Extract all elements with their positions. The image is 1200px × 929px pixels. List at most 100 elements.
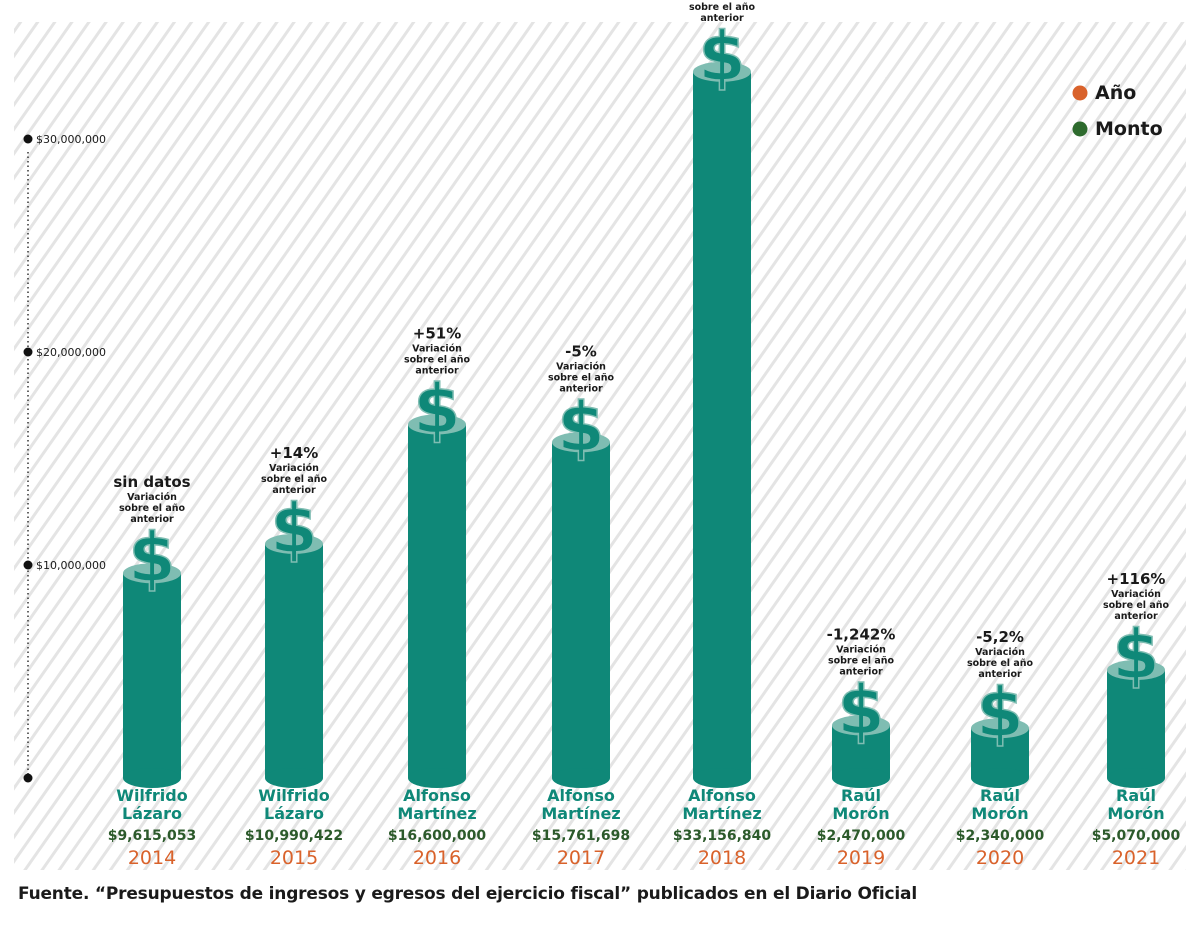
dollar-icon: $ — [270, 490, 317, 569]
year-label: 2016 — [413, 847, 461, 869]
official-name-line: Raúl — [1116, 786, 1156, 805]
variation-note-line: sobre el año — [119, 503, 186, 514]
variation-note-line: anterior — [839, 666, 883, 677]
amount-label: $16,600,000 — [388, 828, 487, 844]
legend-amount-swatch — [1072, 121, 1088, 137]
year-label: 2021 — [1112, 847, 1160, 869]
variation-note-line: sobre el año — [261, 474, 328, 485]
variation-note-line: sobre el año — [548, 372, 615, 383]
official-name-line: Alfonso — [688, 786, 756, 805]
variation-label: +14% — [270, 444, 318, 462]
official-name-line: Morón — [1107, 804, 1164, 823]
bar-top — [693, 61, 751, 82]
y-tick-label: $10,000,000 — [36, 559, 106, 572]
amount-label: $10,990,422 — [245, 828, 343, 844]
bar-base — [123, 768, 181, 788]
year-label: 2015 — [270, 847, 318, 869]
variation-label: -1,242% — [827, 625, 896, 643]
official-name-line: Lázaro — [264, 804, 324, 823]
official-name-line: Alfonso — [547, 786, 615, 805]
amount-label: $5,070,000 — [1092, 828, 1181, 844]
variation-note-line: Variación — [836, 644, 886, 655]
variation-note-line: Variación — [697, 0, 747, 2]
amount-label: $2,340,000 — [956, 828, 1045, 844]
amount-label: $15,761,698 — [532, 828, 630, 844]
bar — [1107, 670, 1165, 778]
official-name-line: Morón — [832, 804, 889, 823]
variation-note-line: Variación — [1111, 589, 1161, 600]
y-tick-dot — [23, 560, 33, 570]
y-axis-origin-dot — [23, 773, 33, 783]
variation-note-line: Variación — [269, 463, 319, 474]
year-label: 2019 — [837, 847, 885, 869]
bar-top — [971, 718, 1029, 739]
variation-note-line: sobre el año — [404, 354, 471, 365]
variation-note-line: anterior — [559, 383, 603, 394]
official-name-line: Raúl — [980, 786, 1020, 805]
legend-year-label: Año — [1095, 82, 1136, 104]
bar-base — [971, 768, 1029, 788]
dollar-icon: $ — [1112, 616, 1159, 695]
variation-note-line: anterior — [978, 669, 1022, 680]
official-name-line: Lázaro — [122, 804, 182, 823]
variation-note-line: anterior — [1114, 611, 1158, 622]
official-name-line: Martínez — [541, 804, 620, 823]
bar — [408, 424, 466, 778]
year-label: 2017 — [557, 847, 605, 869]
variation-label: -5% — [565, 342, 597, 360]
variation-note-line: anterior — [415, 365, 459, 376]
variation-note-line: anterior — [700, 13, 744, 24]
bar-base — [1107, 768, 1165, 788]
bar-top — [123, 563, 181, 584]
variation-note-line: sobre el año — [1103, 600, 1170, 611]
variation-note-line: Variación — [975, 647, 1025, 658]
variation-label: +116% — [1107, 570, 1166, 588]
official-name-line: Wilfrido — [258, 786, 329, 805]
official-name-line: Raúl — [841, 786, 881, 805]
bar-base — [693, 768, 751, 788]
year-label: 2014 — [128, 847, 176, 869]
y-tick-dot — [23, 347, 33, 357]
variation-note-line: Variación — [412, 343, 462, 354]
legend-amount-label: Monto — [1095, 118, 1163, 140]
y-tick-dot — [23, 134, 33, 144]
bar-top — [265, 533, 323, 554]
dollar-icon: $ — [976, 674, 1023, 753]
official-name-line: Alfonso — [403, 786, 471, 805]
variation-label: -5,2% — [976, 628, 1024, 646]
amount-label: $9,615,053 — [108, 828, 197, 844]
bar-top — [408, 414, 466, 435]
year-label: 2020 — [976, 847, 1024, 869]
y-axis: $10,000,000 $20,000,000 $30,000,000 — [23, 133, 106, 783]
bar-base — [265, 768, 323, 788]
legend: Año Monto — [1072, 82, 1163, 140]
bar-top — [832, 715, 890, 736]
bar — [552, 442, 610, 778]
official-name-line: Morón — [971, 804, 1028, 823]
variation-note-line: sobre el año — [967, 658, 1034, 669]
variation-label: +51% — [413, 324, 461, 342]
dollar-icon: $ — [557, 388, 604, 467]
variation-note-line: sobre el año — [689, 2, 756, 13]
variation-note-line: Variación — [556, 361, 606, 372]
source-note: Fuente. “Presupuestos de ingresos y egre… — [18, 884, 917, 904]
official-name-line: Wilfrido — [116, 786, 187, 805]
dollar-icon: $ — [698, 18, 745, 97]
bar — [693, 71, 751, 779]
dollar-icon: $ — [413, 370, 460, 449]
bar-base — [832, 768, 890, 788]
bar — [265, 543, 323, 778]
official-name-line: Martínez — [682, 804, 761, 823]
bar-top — [552, 432, 610, 453]
variation-note-line: anterior — [130, 514, 174, 525]
